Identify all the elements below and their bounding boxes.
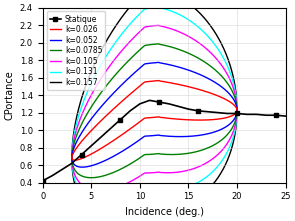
Statique: [119, 118, 122, 121]
k=0.105: [220, 149, 224, 152]
k=0.0785: [117, 169, 120, 171]
k=0.026: [220, 117, 224, 120]
k=0.131: [70, 156, 74, 159]
k=0.026: [157, 79, 160, 82]
Statique: [177, 105, 181, 108]
k=0.157: [232, 138, 236, 141]
k=0.052: [235, 105, 238, 108]
k=0.105: [232, 128, 236, 131]
k=0.131: [117, 202, 120, 205]
k=0.131: [105, 204, 109, 206]
k=0.157: [70, 156, 74, 159]
k=0.131: [71, 167, 74, 170]
Line: k=0.0785: k=0.0785: [72, 44, 237, 178]
k=0.105: [235, 101, 238, 104]
k=0.052: [70, 156, 74, 159]
k=0.157: [235, 97, 238, 100]
k=0.157: [234, 93, 238, 96]
k=0.026: [73, 159, 77, 162]
k=0.131: [234, 95, 238, 98]
Line: k=0.026: k=0.026: [72, 81, 237, 160]
k=0.157: [71, 170, 74, 172]
Statique: [196, 110, 200, 112]
k=0.052: [71, 160, 74, 163]
Statique: [51, 174, 54, 177]
Line: k=0.131: k=0.131: [72, 7, 237, 205]
k=0.105: [98, 189, 101, 192]
k=0.157: [117, 218, 120, 221]
k=0.105: [117, 186, 120, 188]
k=0.0785: [220, 138, 224, 141]
k=0.0785: [89, 176, 93, 179]
Statique: [158, 101, 161, 103]
k=0.026: [117, 136, 120, 139]
Line: k=0.157: k=0.157: [72, 0, 237, 220]
Statique: [60, 168, 64, 171]
Statique: [255, 113, 258, 116]
Line: Statique: Statique: [41, 98, 288, 183]
k=0.157: [70, 156, 74, 159]
k=0.0785: [71, 163, 74, 166]
Statique: [235, 112, 239, 115]
k=0.052: [220, 128, 224, 130]
Statique: [245, 113, 248, 116]
k=0.026: [235, 107, 238, 110]
Statique: [138, 103, 142, 105]
Statique: [206, 110, 210, 113]
k=0.105: [234, 98, 238, 101]
k=0.105: [71, 165, 74, 168]
k=0.052: [157, 61, 160, 64]
Statique: [89, 145, 93, 147]
k=0.052: [80, 166, 84, 168]
Y-axis label: CPortance: CPortance: [4, 70, 14, 120]
k=0.0785: [235, 103, 238, 106]
Line: k=0.105: k=0.105: [72, 25, 237, 191]
X-axis label: Incidence (deg.): Incidence (deg.): [125, 207, 204, 217]
Statique: [225, 112, 229, 115]
k=0.052: [70, 156, 74, 159]
k=0.131: [157, 6, 160, 9]
k=0.052: [117, 152, 120, 155]
Statique: [264, 114, 268, 116]
Line: k=0.052: k=0.052: [72, 62, 237, 167]
k=0.0785: [70, 156, 74, 159]
Statique: [187, 108, 190, 110]
k=0.0785: [70, 156, 74, 159]
Statique: [167, 103, 171, 105]
k=0.105: [70, 156, 74, 159]
k=0.157: [220, 170, 224, 172]
k=0.026: [71, 158, 74, 161]
Legend: Statique, k=0.026, k=0.052, k=0.0785, k=0.105, k=0.131, k=0.157: Statique, k=0.026, k=0.052, k=0.0785, k=…: [47, 11, 105, 90]
k=0.026: [234, 106, 238, 109]
k=0.105: [157, 24, 160, 27]
k=0.131: [220, 159, 224, 162]
k=0.131: [235, 99, 238, 102]
k=0.052: [232, 118, 236, 121]
Statique: [284, 115, 287, 117]
Statique: [70, 162, 74, 165]
k=0.026: [70, 156, 74, 159]
k=0.0785: [234, 101, 238, 103]
Statique: [216, 111, 219, 114]
k=0.157: [110, 219, 114, 221]
Statique: [80, 153, 83, 156]
k=0.026: [70, 156, 74, 159]
k=0.0785: [232, 123, 236, 126]
Statique: [99, 136, 103, 138]
Statique: [148, 99, 151, 102]
k=0.052: [234, 104, 238, 106]
k=0.026: [232, 113, 236, 116]
Statique: [41, 179, 45, 182]
Statique: [128, 110, 132, 112]
k=0.0785: [157, 43, 160, 45]
Statique: [274, 114, 278, 116]
k=0.131: [70, 156, 74, 159]
k=0.105: [70, 156, 74, 159]
Statique: [109, 127, 112, 130]
k=0.131: [232, 133, 236, 136]
